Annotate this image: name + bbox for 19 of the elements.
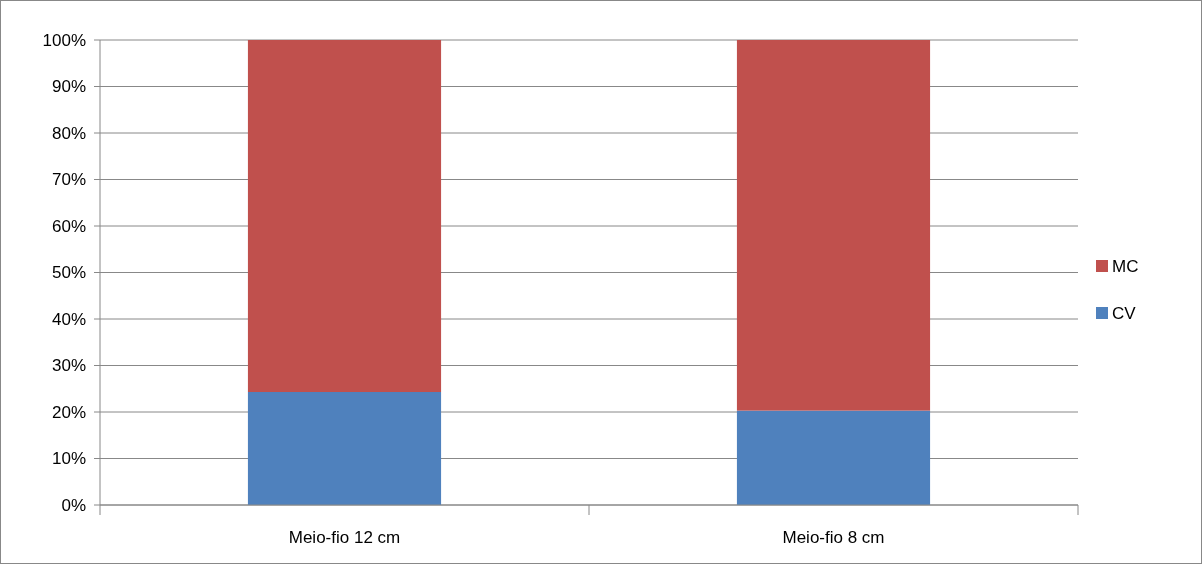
y-tick-label: 0%	[61, 495, 86, 515]
y-tick-label: 80%	[51, 123, 86, 143]
legend-label: MC	[1112, 256, 1139, 276]
y-tick-label: 40%	[51, 309, 86, 329]
bar	[247, 40, 442, 393]
x-tick-label: Meio-fio 12 cm	[288, 528, 401, 547]
y-tick-label: 30%	[51, 356, 86, 376]
y-tick-label: 70%	[51, 170, 86, 190]
y-tick-label: 100%	[42, 30, 86, 50]
bar	[736, 410, 931, 505]
bar	[736, 40, 931, 411]
y-tick-label: 20%	[51, 402, 86, 422]
y-tick-label: 60%	[51, 216, 86, 236]
y-tick-label: 90%	[51, 77, 86, 97]
legend-label: CV	[1112, 303, 1137, 323]
y-tick-label: 50%	[51, 263, 86, 283]
x-tick-label: Meio-fio 8 cm	[782, 528, 885, 547]
bar	[247, 392, 442, 505]
y-tick-label: 10%	[51, 449, 86, 469]
